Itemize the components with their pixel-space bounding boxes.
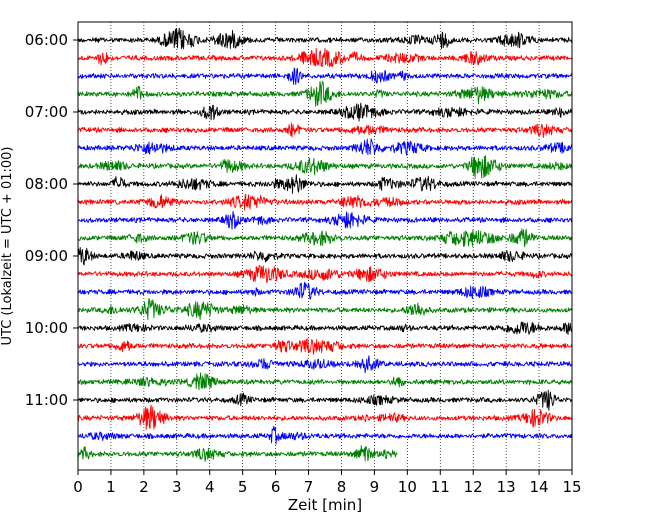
x-tick-label-13: 13 [497, 478, 516, 496]
x-axis: 0 1 2 3 4 5 6 7 8 9 10 11 12 13 14 15 [73, 470, 582, 496]
trace-0630 [77, 67, 573, 85]
x-tick-label-15: 15 [562, 478, 581, 496]
x-tick-label-5: 5 [238, 478, 248, 496]
x-tick-label-3: 3 [172, 478, 182, 496]
trace-0730 [77, 138, 573, 156]
y-tick-label-08:00: 08:00 [25, 175, 68, 193]
trace-1015 [77, 338, 573, 355]
x-tick-label-14: 14 [530, 478, 549, 496]
trace-1130 [77, 425, 573, 445]
trace-0845 [77, 228, 573, 248]
plot-area [78, 22, 572, 470]
trace-1000 [77, 321, 573, 336]
trace-0900 [77, 247, 573, 266]
trace-0745 [77, 155, 573, 179]
y-tick-label-11:00: 11:00 [25, 391, 68, 409]
x-tick-label-2: 2 [139, 478, 149, 496]
x-tick-label-8: 8 [337, 478, 347, 496]
trace-0815 [77, 194, 572, 211]
trace-0915 [77, 265, 573, 283]
x-tick-label-4: 4 [205, 478, 215, 496]
trace-0945 [77, 297, 573, 321]
trace-0715 [77, 122, 573, 138]
y-tick-label-10:00: 10:00 [25, 319, 68, 337]
x-tick-label-7: 7 [304, 478, 314, 496]
trace-1030 [77, 355, 573, 374]
x-tick-label-6: 6 [271, 478, 281, 496]
x-tick-label-9: 9 [370, 478, 380, 496]
trace-1100 [77, 389, 573, 411]
x-tick-label-12: 12 [464, 478, 483, 496]
x-tick-label-10: 10 [398, 478, 417, 496]
trace-0645 [77, 80, 573, 107]
trace-0600 [77, 27, 573, 50]
x-axis-label: Zeit [min] [288, 496, 362, 514]
plot-frame [77, 21, 573, 471]
traces [77, 27, 573, 462]
trace-0830 [77, 210, 573, 230]
trace-1045 [77, 372, 572, 391]
y-tick-label-07:00: 07:00 [25, 103, 68, 121]
trace-0930 [77, 281, 573, 300]
trace-0800 [77, 174, 573, 194]
x-tick-label-11: 11 [431, 478, 450, 496]
trace-0700 [77, 102, 573, 122]
y-axis-label: UTC (Lokalzeit = UTC + 01:00) [0, 147, 15, 346]
x-tick-label-0: 0 [73, 478, 83, 496]
trace-1115 [77, 404, 573, 431]
y-tick-label-06:00: 06:00 [25, 31, 68, 49]
y-axis: 06:00 07:00 08:00 09:00 10:00 11:00 [25, 31, 78, 409]
y-tick-label-09:00: 09:00 [25, 247, 68, 265]
trace-1145 [77, 445, 398, 462]
trace-0615 [77, 47, 573, 68]
x-tick-label-1: 1 [106, 478, 116, 496]
